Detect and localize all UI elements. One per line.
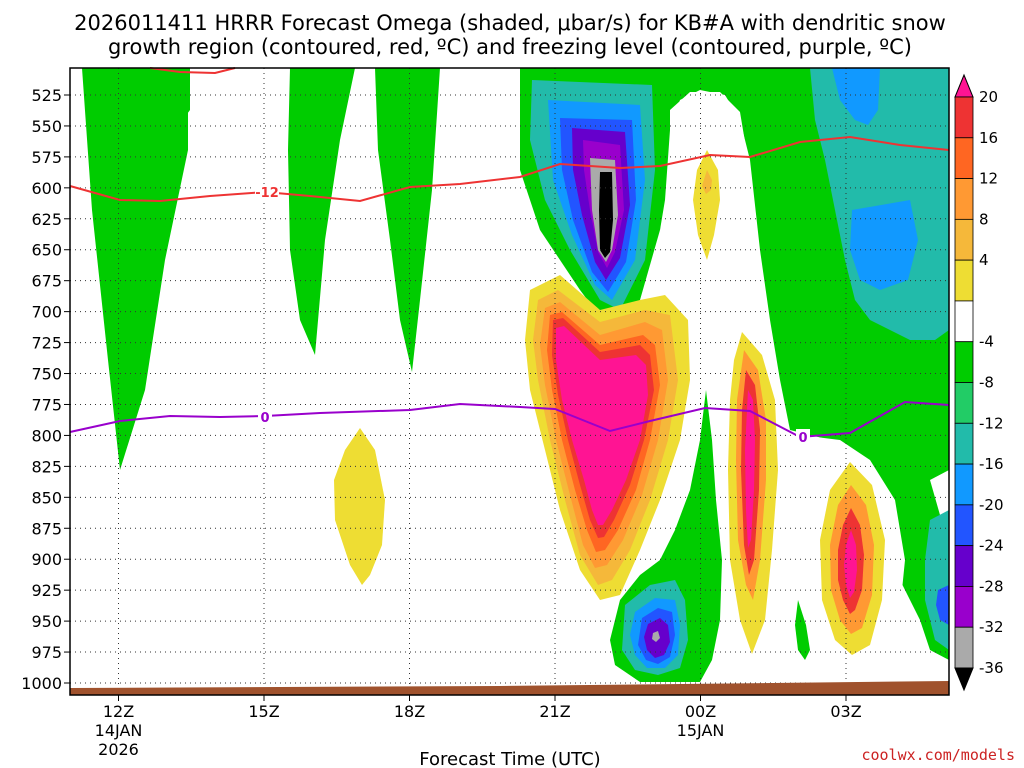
y-tick-label: 900 [31, 550, 62, 569]
colorbar-label: 4 [979, 251, 989, 269]
x-tick-label: 21Z [539, 702, 570, 721]
colorbar-label: -28 [979, 577, 1004, 595]
y-tick-label: 975 [31, 643, 62, 662]
colorbar-band [954, 137, 974, 179]
colorbar-label: -8 [979, 374, 994, 392]
x-tick-label: 00Z [685, 702, 716, 721]
omega-region-green-left-2 [150, 68, 190, 140]
colorbar-band [954, 504, 974, 547]
omega-region-black-core [599, 172, 613, 258]
plot-area: -12 0 0 [69, 67, 950, 696]
y-tick-label: 925 [31, 581, 62, 600]
y-tick-label: 1000 [21, 674, 62, 693]
colorbar-label: -20 [979, 496, 1004, 514]
omega-region-white-lower-far-right [930, 470, 949, 520]
omega-region-yellow-blob-left [334, 428, 385, 585]
omega-region-yellow-blob-upper [693, 150, 720, 260]
omega-region-green-mid-1 [288, 68, 355, 355]
colorbar-label: 12 [979, 170, 998, 188]
dgz-minus12-contour [69, 135, 950, 203]
y-tick-label: 625 [31, 210, 62, 229]
omega-region-pink-lower-right [844, 530, 857, 598]
y-tick-label: 875 [31, 519, 62, 538]
colorbar-band [954, 463, 974, 506]
colorbar-band [954, 626, 974, 669]
shaded-omega-fields [82, 68, 949, 682]
colorbar-label: -12 [979, 414, 1004, 432]
omega-region-green-mid-2 [375, 68, 440, 372]
y-tick-label: 850 [31, 488, 62, 507]
x-tick-label: 18Z [394, 702, 425, 721]
y-tick-label: 525 [31, 86, 62, 105]
credit-text: coolwx.com/models [861, 746, 1015, 764]
dgz-label-bg [255, 184, 279, 200]
freezing-label-bg-1 [258, 409, 272, 425]
x-tick-label: 15Z [248, 702, 279, 721]
colorbar-band [954, 382, 974, 424]
x-tick-label: 12Z [103, 702, 134, 721]
y-tick-label: 575 [31, 148, 62, 167]
omega-region-lightblue-right-1 [832, 68, 880, 125]
colorbar-label: 20 [979, 88, 998, 106]
freezing-contour-label-1: 0 [260, 411, 269, 426]
chart-title-line2: growth region (contoured, red, ºC) and f… [108, 35, 912, 59]
colorbar-bottom-arrow [954, 667, 974, 692]
omega-region-gold-blob-upper [702, 170, 712, 194]
colorbar-label: -4 [979, 333, 994, 351]
colorbar-label: -32 [979, 618, 1004, 636]
freezing-contour-label-2: 0 [798, 431, 807, 446]
colorbar-label: -16 [979, 455, 1004, 473]
y-axis: 525 550 575 600 625 650 675 700 725 750 775 800 825 8… [21, 86, 70, 693]
omega-region-teal-right [810, 68, 949, 340]
colorbar-label: 16 [979, 129, 998, 147]
colorbar-label: 8 [979, 210, 989, 228]
colorbar-band [954, 178, 974, 220]
omega-region-green-left-1 [82, 68, 188, 470]
colorbar: 20 16 12 8 4 -4 -8 -12 -16 -20 -24 -28 -32 -36 [954, 73, 1004, 692]
x-tick-date: 15JAN [677, 721, 725, 740]
colorbar-label: -36 [979, 659, 1004, 677]
y-tick-label: 750 [31, 365, 62, 384]
x-tick-label: 03Z [830, 702, 861, 721]
y-tick-label: 550 [31, 117, 62, 136]
omega-region-gray-lower-center [652, 631, 660, 642]
y-tick-label: 650 [31, 241, 62, 260]
colorbar-top-arrow [954, 73, 974, 98]
colorbar-band [954, 259, 974, 302]
y-tick-label: 600 [31, 179, 62, 198]
omega-region-pink-column [745, 390, 755, 548]
omega-region-green-lower-small [795, 600, 810, 660]
colorbar-band [954, 422, 974, 465]
dgz-contour-label: -12 [255, 186, 279, 201]
y-tick-label: 950 [31, 612, 62, 631]
colorbar-band [954, 545, 974, 587]
colorbar-band [954, 96, 974, 139]
colorbar-band [954, 300, 974, 343]
y-tick-label: 800 [31, 426, 62, 445]
colorbar-band [954, 586, 974, 628]
colorbar-band [954, 218, 974, 261]
x-tick-date: 14JAN [95, 721, 143, 740]
y-tick-label: 775 [31, 395, 62, 414]
chart-title-line1: 2026011411 HRRR Forecast Omega (shaded, … [74, 11, 946, 35]
omega-region-blue-far-right [936, 585, 949, 625]
y-tick-label: 675 [31, 272, 62, 291]
y-tick-label: 725 [31, 334, 62, 353]
ground-surface [70, 681, 949, 695]
x-tick-year: 2026 [98, 740, 139, 759]
colorbar-band [954, 341, 974, 383]
omega-region-pink-center [556, 326, 648, 525]
omega-region-lightblue-right-2 [850, 200, 918, 290]
y-tick-label: 700 [31, 303, 62, 322]
plot-border [69, 67, 950, 696]
colorbar-label: -24 [979, 537, 1004, 555]
dgz-top-contour [149, 67, 236, 75]
y-tick-label: 825 [31, 457, 62, 476]
x-axis-label: Forecast Time (UTC) [419, 749, 600, 768]
freezing-label-bg-2 [796, 429, 810, 445]
